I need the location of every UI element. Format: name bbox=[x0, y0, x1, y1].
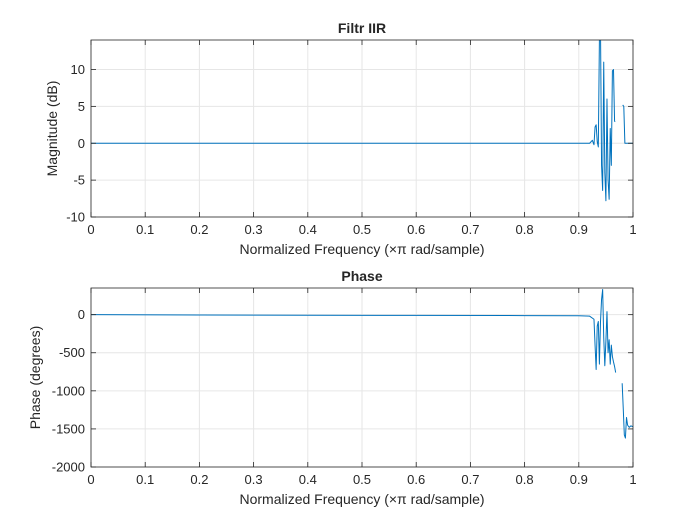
magnitude-x-tick-label: 0.4 bbox=[299, 222, 317, 237]
phase-xlabel: Normalized Frequency (×π rad/sample) bbox=[239, 491, 484, 507]
phase-x-tick-label: 0 bbox=[87, 472, 94, 487]
magnitude-x-tick-label: 0.3 bbox=[245, 222, 263, 237]
phase-y-tick-label: -1500 bbox=[52, 421, 85, 436]
phase-x-tick-label: 0.9 bbox=[570, 472, 588, 487]
phase-x-tick-label: 0.1 bbox=[136, 472, 154, 487]
magnitude-x-tick-label: 0.6 bbox=[407, 222, 425, 237]
magnitude-y-tick-label: 5 bbox=[78, 99, 85, 114]
magnitude-ylabel: Magnitude (dB) bbox=[44, 81, 60, 177]
phase-ylabel: Phase (degrees) bbox=[27, 326, 43, 430]
phase-x-tick-label: 0.3 bbox=[245, 472, 263, 487]
magnitude-xlabel: Normalized Frequency (×π rad/sample) bbox=[239, 241, 484, 257]
phase-x-tick-label: 0.8 bbox=[516, 472, 534, 487]
magnitude-title: Filtr IIR bbox=[338, 20, 386, 36]
magnitude-series-line-0-0 bbox=[91, 40, 616, 202]
magnitude-x-tick-label: 0.9 bbox=[570, 222, 588, 237]
magnitude-x-tick-label: 0.1 bbox=[136, 222, 154, 237]
phase-x-tick-label: 0.5 bbox=[353, 472, 371, 487]
magnitude-x-tick-label: 1 bbox=[629, 222, 636, 237]
magnitude-x-tick-label: 0.5 bbox=[353, 222, 371, 237]
phase-x-tick-label: 0.6 bbox=[407, 472, 425, 487]
magnitude-x-tick-label: 0.2 bbox=[190, 222, 208, 237]
magnitude-plot: 0 0.1 0.2 0.3 0.4 0.5 0.6 0.7 0.8 0.9 1 -10 -5 0 5 10 Fi… bbox=[44, 20, 637, 257]
phase-y-tick-label: 0 bbox=[78, 307, 85, 322]
magnitude-y-tick-label: 10 bbox=[71, 62, 85, 77]
phase-x-tick-label: 0.4 bbox=[299, 472, 317, 487]
phase-series-line-0-0 bbox=[91, 289, 617, 373]
magnitude-y-tick-label: 0 bbox=[78, 136, 85, 151]
magnitude-x-tick-label: 0 bbox=[87, 222, 94, 237]
magnitude-y-tick-label: -5 bbox=[73, 173, 85, 188]
phase-y-tick-label: -1000 bbox=[52, 383, 85, 398]
magnitude-x-tick-label: 0.8 bbox=[516, 222, 534, 237]
phase-y-tick-label: -2000 bbox=[52, 460, 85, 475]
phase-series-line-0-1 bbox=[621, 383, 633, 439]
phase-plot: 0 0.1 0.2 0.3 0.4 0.5 0.6 0.7 0.8 0.9 1 -2000 -1500 -… bbox=[27, 268, 637, 507]
phase-y-tick-label: -500 bbox=[59, 345, 85, 360]
phase-x-tick-label: 0.2 bbox=[190, 472, 208, 487]
phase-x-tick-label: 1 bbox=[629, 472, 636, 487]
magnitude-x-tick-label: 0.7 bbox=[461, 222, 479, 237]
phase-x-tick-label: 0.7 bbox=[461, 472, 479, 487]
phase-title: Phase bbox=[341, 268, 382, 284]
magnitude-y-tick-label: -10 bbox=[66, 210, 85, 225]
